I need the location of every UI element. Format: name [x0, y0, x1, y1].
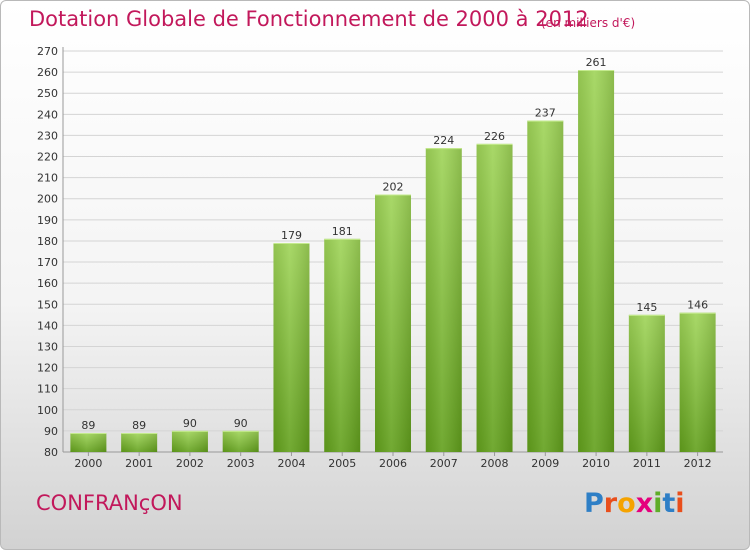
x-tick-label: 2009	[531, 457, 559, 470]
bars	[70, 69, 716, 452]
y-tick-label: 210	[37, 172, 58, 185]
x-tick-label: 2012	[684, 457, 712, 470]
y-tick-label: 170	[37, 256, 58, 269]
data-label: 181	[332, 225, 353, 238]
x-tick-label: 2011	[633, 457, 661, 470]
y-tick-label: 250	[37, 87, 58, 100]
x-tick-label: 2000	[74, 457, 102, 470]
x-tick-label: 2010	[582, 457, 610, 470]
logo-letter: t	[662, 488, 676, 519]
logo-letter: o	[617, 488, 636, 519]
y-tick-label: 200	[37, 193, 58, 206]
x-tick-label: 2004	[277, 457, 305, 470]
data-label: 90	[183, 417, 197, 430]
y-tick-label: 180	[37, 235, 58, 248]
logo-letter: x	[635, 488, 654, 519]
data-label: 202	[383, 181, 404, 194]
bar-shade-2005	[324, 238, 361, 452]
y-tick-label: 150	[37, 298, 58, 311]
bar-shade-2001	[121, 433, 158, 452]
y-tick-label: 260	[37, 66, 58, 79]
y-tick-label: 130	[37, 340, 58, 353]
y-tick-label: 240	[37, 108, 58, 121]
logo-letter: i	[675, 488, 685, 519]
bar-shade-2004	[273, 243, 310, 452]
y-tick-label: 110	[37, 383, 58, 396]
data-label: 89	[132, 419, 146, 432]
x-tick-label: 2007	[430, 457, 458, 470]
bar-shade-2007	[425, 148, 462, 452]
unit-note: (en milliers d'€)	[541, 16, 636, 30]
data-label: 179	[281, 229, 302, 242]
data-label: 145	[636, 301, 657, 314]
data-label: 89	[81, 419, 95, 432]
data-labels: 89 89 90 90 179 181 202 224 226 237 261 145 146	[81, 56, 708, 432]
logo-letter: P	[584, 488, 604, 519]
chart-title: Dotation Globale de Fonctionnement de 20…	[29, 7, 589, 31]
y-tick-label: 100	[37, 404, 58, 417]
x-tick-labels: 2000 2001 2002 2003 2004 2005 2006 2007 2008 2009…	[74, 452, 712, 470]
x-tick-label: 2003	[227, 457, 255, 470]
proxiti-logo[interactable]: Proxiti	[584, 488, 685, 519]
bar-shade-2000	[70, 433, 107, 452]
y-tick-label: 230	[37, 129, 58, 142]
data-label: 146	[687, 299, 708, 312]
x-tick-label: 2006	[379, 457, 407, 470]
logo-letter: r	[603, 488, 618, 519]
data-label: 226	[484, 130, 505, 143]
logo-letter: i	[653, 488, 663, 519]
y-tick-label: 190	[37, 214, 58, 227]
data-label: 224	[433, 134, 454, 147]
bar-shade-2002	[171, 430, 208, 452]
y-tick-label: 160	[37, 277, 58, 290]
y-tick-label: 220	[37, 151, 58, 164]
x-tick-label: 2001	[125, 457, 153, 470]
bar-shade-2012	[679, 312, 716, 452]
bar-shade-2010	[578, 69, 615, 452]
bar-shade-2011	[628, 314, 665, 452]
x-tick-label: 2002	[176, 457, 204, 470]
y-tick-label: 270	[37, 45, 58, 58]
y-tick-label: 120	[37, 362, 58, 375]
bar-shade-2003	[222, 430, 259, 452]
bar-shade-2008	[476, 143, 513, 452]
y-tick-labels: 80 90 100 110 120 130 140 150 160 170 180 190 200 210…	[37, 45, 58, 459]
data-label: 261	[586, 56, 607, 69]
bar-shade-2009	[527, 120, 564, 452]
y-tick-label: 140	[37, 319, 58, 332]
y-tick-label: 80	[44, 446, 58, 459]
data-label: 90	[234, 417, 248, 430]
x-tick-label: 2005	[328, 457, 356, 470]
y-tick-label: 90	[44, 425, 58, 438]
bar-shade-2006	[375, 194, 411, 452]
commune-name: CONFRANçON	[36, 491, 183, 515]
data-label: 237	[535, 107, 556, 120]
x-tick-label: 2008	[481, 457, 509, 470]
